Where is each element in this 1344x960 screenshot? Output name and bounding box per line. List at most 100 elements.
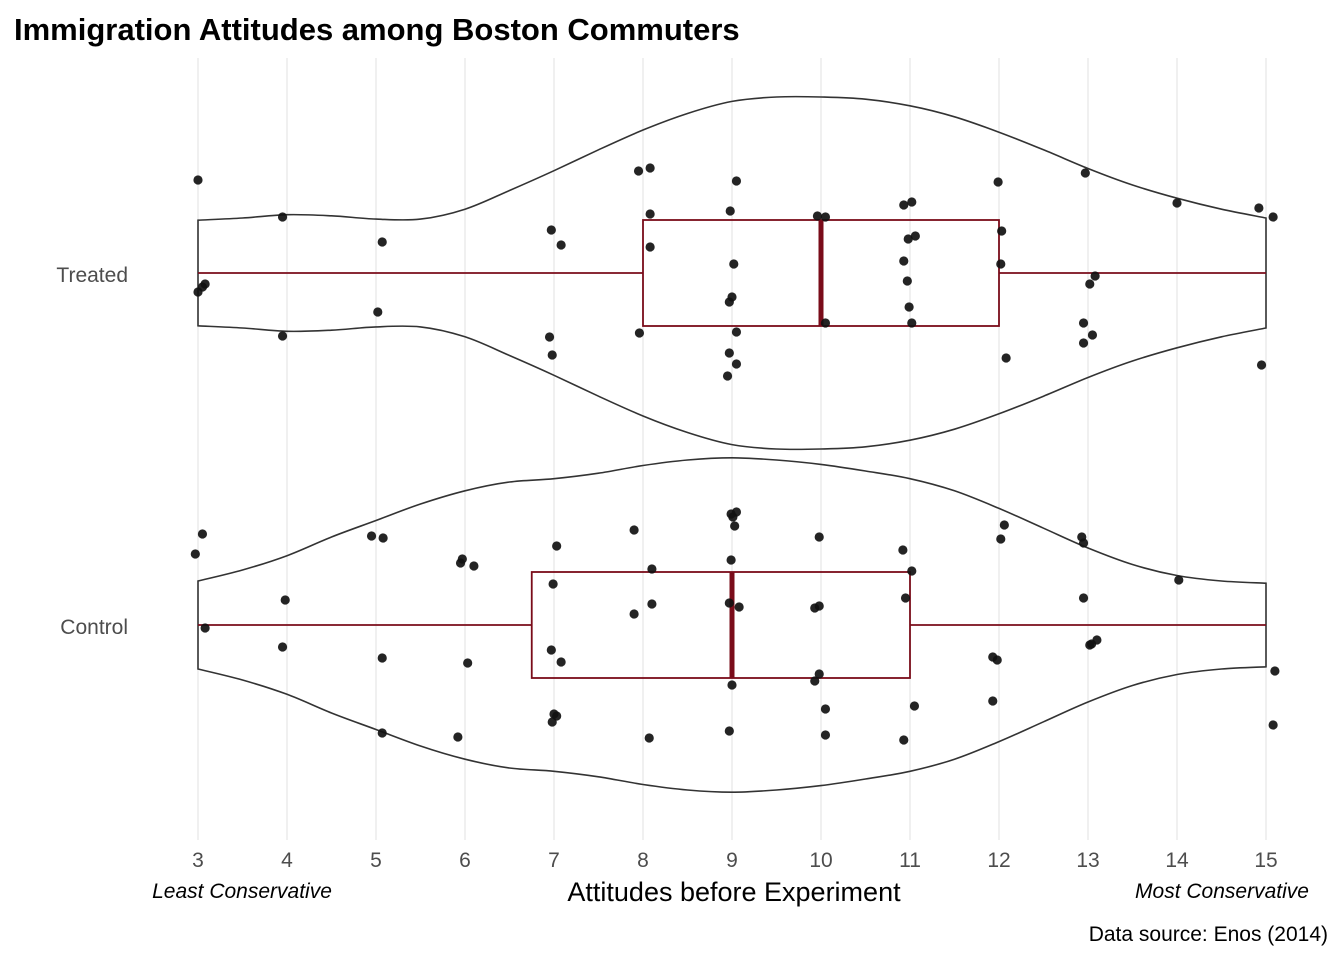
point-treated-12 bbox=[634, 328, 645, 338]
point-control-51 bbox=[999, 520, 1009, 530]
y-category-label-treated: Treated bbox=[56, 264, 128, 287]
point-treated-2 bbox=[200, 279, 210, 289]
y-category-label-control: Control bbox=[60, 616, 128, 639]
point-treated-16 bbox=[645, 163, 655, 173]
point-control-46 bbox=[898, 545, 908, 555]
point-treated-40 bbox=[1001, 353, 1011, 363]
point-treated-7 bbox=[377, 237, 387, 247]
x-low-note: Least Conservative bbox=[152, 880, 332, 903]
point-control-10 bbox=[463, 658, 473, 668]
point-control-26 bbox=[724, 726, 734, 736]
point-treated-22 bbox=[727, 292, 737, 302]
point-treated-5 bbox=[277, 212, 288, 222]
x-tick-label-12: 12 bbox=[987, 849, 1010, 872]
chart-title: Immigration Attitudes among Boston Commu… bbox=[14, 12, 740, 47]
point-treated-26 bbox=[812, 211, 823, 221]
point-control-42 bbox=[899, 735, 909, 745]
point-control-6 bbox=[377, 653, 387, 663]
point-treated-15 bbox=[633, 166, 644, 176]
point-control-9 bbox=[453, 732, 463, 742]
point-control-5 bbox=[377, 728, 387, 738]
point-treated-8 bbox=[544, 332, 555, 342]
x-tick-label-8: 8 bbox=[637, 849, 649, 872]
point-control-24 bbox=[647, 564, 657, 574]
point-treated-43 bbox=[1078, 318, 1089, 328]
point-control-57 bbox=[1077, 532, 1087, 542]
x-tick-label-15: 15 bbox=[1254, 849, 1277, 872]
boxplot-layer bbox=[198, 219, 1266, 679]
point-control-8 bbox=[378, 533, 388, 543]
point-control-25 bbox=[629, 525, 639, 535]
point-control-23 bbox=[647, 599, 657, 609]
point-control-60 bbox=[1270, 666, 1280, 676]
x-tick-label-10: 10 bbox=[809, 849, 832, 872]
point-treated-31 bbox=[902, 276, 912, 286]
point-treated-32 bbox=[899, 256, 909, 266]
point-treated-20 bbox=[731, 327, 742, 337]
point-control-27 bbox=[727, 680, 737, 690]
point-control-4 bbox=[280, 595, 290, 605]
point-control-13 bbox=[469, 561, 479, 571]
point-control-54 bbox=[1092, 635, 1102, 645]
point-treated-44 bbox=[1085, 279, 1095, 289]
point-control-19 bbox=[548, 579, 558, 589]
x-axis-ticks: 3 4 5 6 7 8 9 10 11 12 13 14 15 bbox=[192, 849, 1278, 872]
point-treated-18 bbox=[731, 359, 742, 369]
point-treated-47 bbox=[1172, 198, 1182, 208]
violin-treated bbox=[197, 95, 1267, 451]
point-treated-37 bbox=[996, 259, 1006, 269]
x-tick-label-7: 7 bbox=[548, 849, 560, 872]
point-treated-35 bbox=[899, 200, 909, 210]
jitter-points bbox=[190, 163, 1280, 745]
point-control-12 bbox=[457, 554, 467, 564]
point-control-53 bbox=[1085, 640, 1095, 650]
box-control bbox=[530, 571, 911, 679]
point-control-28 bbox=[724, 598, 734, 608]
point-treated-28 bbox=[820, 318, 831, 328]
point-treated-33 bbox=[903, 234, 913, 244]
point-control-55 bbox=[1078, 593, 1089, 603]
point-control-30 bbox=[726, 555, 736, 565]
point-treated-13 bbox=[645, 242, 655, 252]
point-control-47 bbox=[988, 696, 998, 706]
point-control-2 bbox=[197, 529, 208, 539]
point-treated-39 bbox=[993, 177, 1003, 187]
point-control-20 bbox=[552, 541, 562, 551]
point-treated-4 bbox=[277, 331, 288, 341]
point-control-38 bbox=[814, 669, 824, 679]
point-control-50 bbox=[996, 534, 1006, 544]
point-treated-30 bbox=[904, 302, 914, 312]
point-treated-49 bbox=[1268, 212, 1278, 222]
point-treated-46 bbox=[1080, 168, 1090, 178]
point-control-40 bbox=[814, 601, 824, 611]
point-control-17 bbox=[546, 645, 556, 655]
point-control-45 bbox=[900, 593, 911, 603]
point-treated-17 bbox=[722, 371, 733, 381]
point-control-0 bbox=[200, 623, 210, 633]
point-control-22 bbox=[629, 609, 639, 619]
point-treated-42 bbox=[1087, 330, 1098, 340]
x-high-note: Most Conservative bbox=[1135, 880, 1309, 903]
point-treated-3 bbox=[193, 175, 203, 185]
point-treated-6 bbox=[373, 307, 383, 317]
x-tick-label-6: 6 bbox=[459, 849, 471, 872]
point-control-58 bbox=[1174, 575, 1184, 585]
x-tick-label-11: 11 bbox=[899, 849, 921, 872]
point-control-7 bbox=[366, 531, 377, 541]
caption: Data source: Enos (2014) bbox=[1089, 923, 1328, 946]
point-treated-38 bbox=[997, 226, 1007, 236]
point-control-35 bbox=[820, 730, 831, 740]
point-control-1 bbox=[190, 549, 200, 559]
gridlines bbox=[197, 58, 1267, 840]
x-tick-label-3: 3 bbox=[192, 849, 204, 872]
point-treated-27 bbox=[820, 212, 831, 222]
point-treated-9 bbox=[547, 350, 557, 360]
x-tick-label-13: 13 bbox=[1076, 849, 1099, 872]
point-control-34 bbox=[726, 509, 736, 519]
point-control-59 bbox=[1268, 720, 1278, 730]
point-control-16 bbox=[552, 711, 562, 721]
point-treated-36 bbox=[907, 197, 917, 207]
point-control-36 bbox=[820, 704, 831, 714]
point-control-49 bbox=[988, 652, 998, 662]
point-control-37 bbox=[810, 676, 820, 686]
